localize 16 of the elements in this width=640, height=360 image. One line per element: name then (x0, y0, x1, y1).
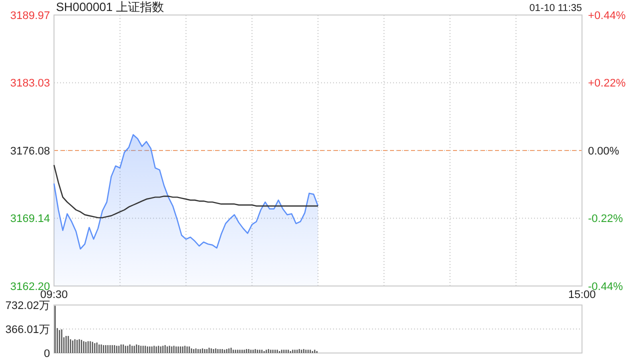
y2-tick-label: +0.22% (588, 78, 626, 90)
y-tick-label: 3176.08 (10, 145, 50, 158)
y2-tick-label: +0.44% (588, 10, 626, 22)
y-tick-label: 3183.03 (10, 78, 50, 90)
line-series (53, 164, 319, 218)
y2-tick-label: -0.22% (588, 213, 624, 226)
x-tick-label: 15:00 (568, 289, 596, 301)
y2-tick-label: 0.00% (588, 145, 620, 158)
chart-title: SH000001 上证指数 (56, 0, 164, 14)
y-tick-label: 732.02万 (5, 300, 50, 312)
y-tick-label: 366.01万 (5, 324, 50, 336)
x-tick-label: 09:30 (40, 289, 68, 301)
y-tick-label: 0 (44, 348, 50, 360)
y-tick-label: 3189.97 (10, 10, 50, 22)
text: 01-10 11:35 (529, 3, 582, 14)
y-tick-label: 3169.14 (10, 213, 50, 226)
